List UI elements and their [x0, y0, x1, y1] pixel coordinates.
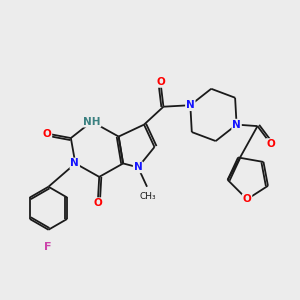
Text: O: O	[243, 194, 251, 204]
Text: N: N	[232, 120, 241, 130]
Text: O: O	[93, 198, 102, 208]
Text: NH: NH	[83, 117, 100, 127]
Text: N: N	[134, 162, 142, 172]
Text: O: O	[267, 139, 275, 149]
Text: N: N	[186, 100, 195, 110]
Text: F: F	[44, 242, 51, 252]
Text: O: O	[43, 129, 51, 139]
Text: O: O	[156, 77, 165, 87]
Text: N: N	[70, 158, 79, 168]
Text: CH₃: CH₃	[139, 192, 156, 201]
